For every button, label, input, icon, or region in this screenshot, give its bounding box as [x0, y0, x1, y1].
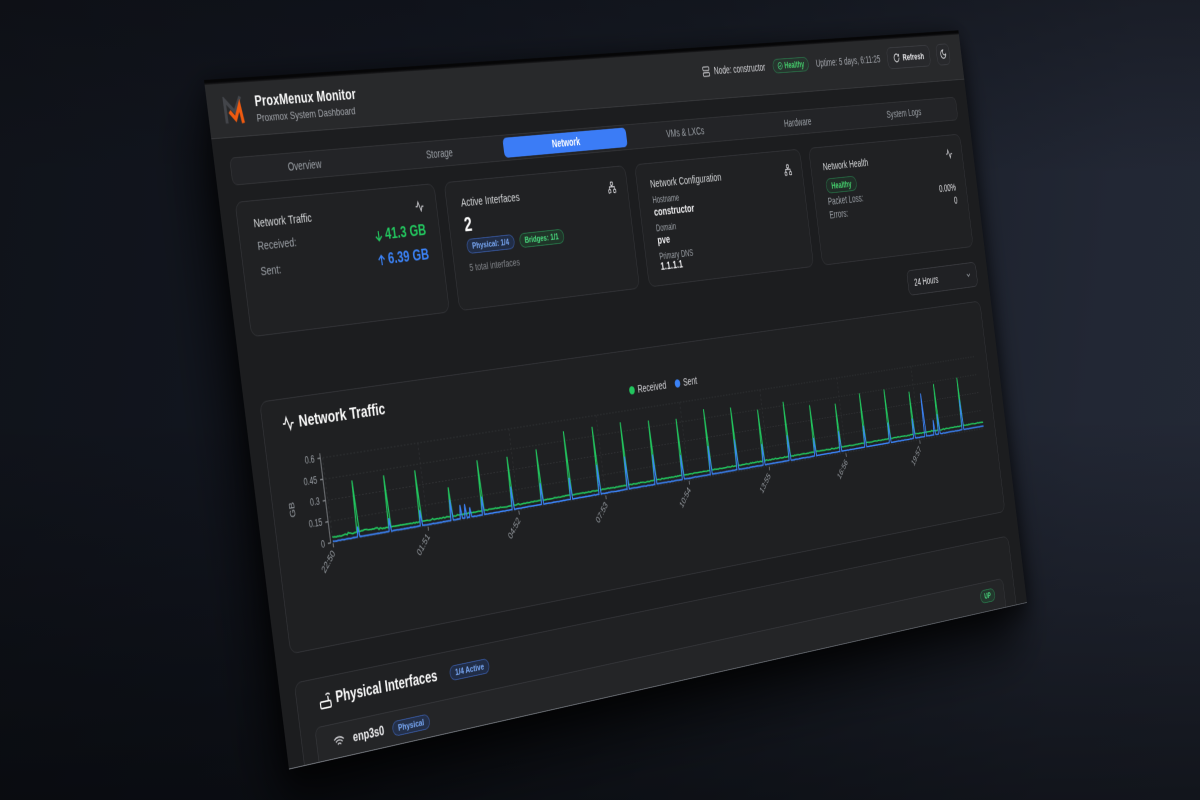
svg-text:GB: GB [287, 501, 298, 518]
svg-text:22:50: 22:50 [320, 548, 337, 575]
svg-text:16:56: 16:56 [836, 458, 849, 482]
svg-text:01:51: 01:51 [415, 531, 431, 557]
svg-text:19:57: 19:57 [910, 444, 923, 467]
svg-text:0: 0 [320, 538, 325, 550]
svg-text:04:52: 04:52 [506, 515, 521, 541]
svg-text:0.3: 0.3 [309, 496, 320, 509]
svg-text:0.6: 0.6 [304, 453, 315, 465]
svg-text:07:53: 07:53 [594, 500, 609, 525]
svg-text:13:55: 13:55 [758, 471, 772, 495]
svg-text:0.45: 0.45 [303, 475, 318, 488]
svg-text:0.15: 0.15 [308, 517, 323, 530]
svg-text:10:54: 10:54 [678, 485, 692, 510]
